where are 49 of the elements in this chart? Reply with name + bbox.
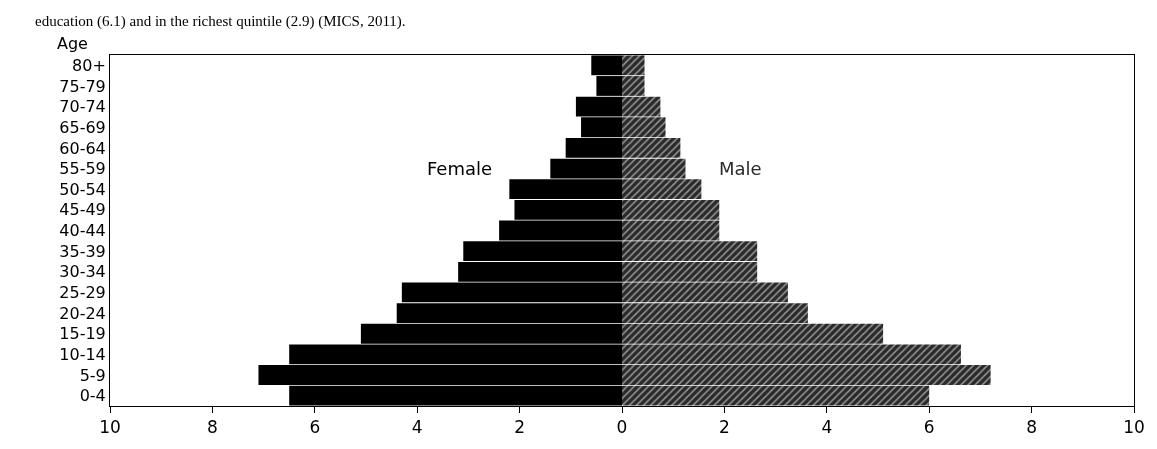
y-tick-label: 20-24 [59, 303, 106, 323]
y-axis-title: Age [57, 34, 88, 53]
bar [622, 117, 666, 138]
bar [622, 241, 758, 262]
y-tick-label: 55-59 [59, 159, 106, 179]
x-tick-label: 6 [309, 417, 321, 438]
bar [622, 158, 686, 179]
y-tick-label: 40-44 [59, 221, 106, 241]
y-tick-label: 10-14 [59, 344, 106, 364]
bar [622, 303, 808, 323]
bar [622, 199, 720, 220]
x-tick-label: 8 [206, 417, 218, 438]
y-tick-label: 15-19 [59, 324, 106, 344]
bar [622, 220, 720, 241]
x-tick-label: 0 [616, 417, 628, 438]
x-tick-label: 6 [923, 417, 935, 438]
bar [622, 365, 991, 385]
x-tick-label: 4 [821, 417, 833, 438]
bar [622, 282, 788, 303]
text: education (6.1) and in the richest quintile (2.9) (MICS, 2011). [35, 13, 406, 30]
y-tick-label: 60-64 [59, 138, 106, 158]
bar [622, 261, 758, 282]
bar [622, 179, 702, 200]
bar [622, 96, 661, 117]
y-tick-label: 30-34 [59, 262, 106, 282]
bar [622, 55, 645, 76]
y-tick-label: 50-54 [59, 179, 106, 199]
y-tick-label: 0-4 [79, 386, 106, 406]
x-tick-label: 4 [411, 417, 423, 438]
y-tick-label: 80+ [72, 55, 106, 75]
y-tick-label: 75-79 [59, 76, 106, 96]
y-tick-label: 45-49 [59, 200, 106, 220]
x-tick-label: 10 [99, 417, 121, 438]
x-tick-label: 2 [718, 417, 730, 438]
y-tick-label: 5-9 [79, 365, 106, 385]
y-tick-label: 70-74 [59, 97, 106, 117]
bar [622, 385, 930, 406]
series-label: Female [427, 158, 493, 179]
bar [622, 138, 681, 158]
bar [622, 76, 645, 96]
y-tick-label: 65-69 [59, 117, 106, 137]
bar [622, 344, 961, 365]
bar [622, 323, 884, 344]
x-tick-label: 8 [1026, 417, 1038, 438]
x-tick-label: 2 [514, 417, 526, 438]
series-label: Male [719, 158, 762, 179]
y-tick-label: 25-29 [59, 283, 106, 303]
x-tick-label: 10 [1123, 417, 1145, 438]
y-tick-label: 35-39 [59, 241, 106, 261]
